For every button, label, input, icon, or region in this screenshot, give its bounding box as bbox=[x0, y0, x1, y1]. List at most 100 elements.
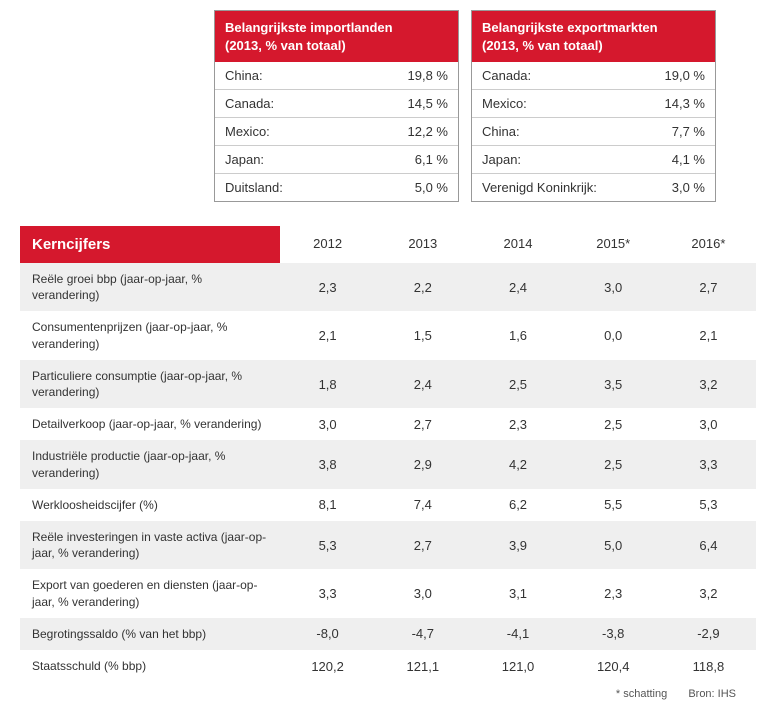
table-row: Consumentenprijzen (jaar-op-jaar, % vera… bbox=[20, 311, 756, 359]
export-country: Japan: bbox=[482, 152, 521, 167]
year-header: 2014 bbox=[470, 226, 565, 263]
table-row: Reële investeringen in vaste activa (jaa… bbox=[20, 521, 756, 569]
value-cell: -4,7 bbox=[375, 618, 470, 649]
table-row: Begrotingssaldo (% van het bbp)-8,0-4,7-… bbox=[20, 618, 756, 650]
export-value: 4,1 % bbox=[672, 152, 705, 167]
main-table-header-row: Kerncijfers 2012201320142015*2016* bbox=[20, 226, 756, 263]
footnote: * schatting Bron: IHS bbox=[20, 688, 756, 700]
year-header: 2015* bbox=[566, 226, 661, 263]
table-row: Staatsschuld (% bbp)120,2121,1121,0120,4… bbox=[20, 650, 756, 682]
export-country: Canada: bbox=[482, 68, 531, 83]
export-country: China: bbox=[482, 124, 520, 139]
value-cell: 3,3 bbox=[661, 449, 756, 480]
year-header: 2016* bbox=[661, 226, 756, 263]
value-cell: 2,3 bbox=[566, 578, 661, 609]
row-label: Staatsschuld (% bbp) bbox=[20, 650, 280, 682]
year-header: 2012 bbox=[280, 226, 375, 263]
value-cell: -2,9 bbox=[661, 618, 756, 649]
value-cell: 3,0 bbox=[375, 578, 470, 609]
value-cell: -3,8 bbox=[566, 618, 661, 649]
import-table: Belangrijkste importlanden (2013, % van … bbox=[214, 10, 459, 202]
import-row: China: 19,8 % bbox=[215, 62, 458, 89]
import-row: Canada: 14,5 % bbox=[215, 89, 458, 117]
import-country: China: bbox=[225, 68, 263, 83]
export-row: Canada: 19,0 % bbox=[472, 62, 715, 89]
row-label: Particuliere consumptie (jaar-op-jaar, %… bbox=[20, 360, 280, 408]
export-table-header: Belangrijkste exportmarkten (2013, % van… bbox=[472, 11, 715, 62]
value-cell: 1,8 bbox=[280, 369, 375, 400]
value-cell: 7,4 bbox=[375, 489, 470, 520]
import-header-line2: (2013, % van totaal) bbox=[225, 37, 448, 55]
row-label: Consumentenprijzen (jaar-op-jaar, % vera… bbox=[20, 311, 280, 359]
top-tables-container: Belangrijkste importlanden (2013, % van … bbox=[20, 10, 756, 202]
import-row: Duitsland:5,0 % bbox=[215, 173, 458, 201]
value-cell: 3,5 bbox=[566, 369, 661, 400]
row-label: Werkloosheidscijfer (%) bbox=[20, 489, 280, 521]
import-value: 12,2 % bbox=[408, 124, 448, 139]
import-value: 6,1 % bbox=[415, 152, 448, 167]
row-values: 1,82,42,53,53,2 bbox=[280, 369, 756, 400]
row-values: 120,2121,1121,0120,4118,8 bbox=[280, 651, 756, 682]
value-cell: 0,0 bbox=[566, 320, 661, 351]
value-cell: 121,0 bbox=[470, 651, 565, 682]
export-row: Japan: 4,1 % bbox=[472, 145, 715, 173]
import-country: Japan: bbox=[225, 152, 264, 167]
value-cell: 5,3 bbox=[661, 489, 756, 520]
value-cell: 2,7 bbox=[375, 409, 470, 440]
export-value: 14,3 % bbox=[665, 96, 705, 111]
table-row: Werkloosheidscijfer (%)8,17,46,25,55,3 bbox=[20, 489, 756, 521]
row-label: Reële groei bbp (jaar-op-jaar, % verande… bbox=[20, 263, 280, 311]
export-header-line2: (2013, % van totaal) bbox=[482, 37, 705, 55]
export-value: 3,0 % bbox=[672, 180, 705, 195]
value-cell: 2,1 bbox=[280, 320, 375, 351]
export-value: 7,7 % bbox=[672, 124, 705, 139]
import-country: Canada: bbox=[225, 96, 274, 111]
table-row: Reële groei bbp (jaar-op-jaar, % verande… bbox=[20, 263, 756, 311]
import-country: Duitsland: bbox=[225, 180, 283, 195]
value-cell: 3,0 bbox=[661, 409, 756, 440]
export-row: Mexico:14,3 % bbox=[472, 89, 715, 117]
value-cell: 5,5 bbox=[566, 489, 661, 520]
row-label: Export van goederen en diensten (jaar-op… bbox=[20, 569, 280, 617]
value-cell: 5,0 bbox=[566, 530, 661, 561]
value-cell: 120,2 bbox=[280, 651, 375, 682]
value-cell: -4,1 bbox=[470, 618, 565, 649]
table-row: Particuliere consumptie (jaar-op-jaar, %… bbox=[20, 360, 756, 408]
value-cell: 2,5 bbox=[566, 409, 661, 440]
year-header: 2013 bbox=[375, 226, 470, 263]
row-values: 3,33,03,12,33,2 bbox=[280, 578, 756, 609]
value-cell: 118,8 bbox=[661, 651, 756, 682]
value-cell: 3,9 bbox=[470, 530, 565, 561]
row-values: 5,32,73,95,06,4 bbox=[280, 530, 756, 561]
row-label: Reële investeringen in vaste activa (jaa… bbox=[20, 521, 280, 569]
value-cell: 3,0 bbox=[566, 272, 661, 303]
row-values: 3,02,72,32,53,0 bbox=[280, 409, 756, 440]
footnote-estimate: * schatting bbox=[616, 688, 667, 700]
row-label: Industriële productie (jaar-op-jaar, % v… bbox=[20, 440, 280, 488]
main-table-title: Kerncijfers bbox=[20, 226, 280, 263]
value-cell: 2,5 bbox=[470, 369, 565, 400]
value-cell: 2,2 bbox=[375, 272, 470, 303]
footnote-source: Bron: IHS bbox=[688, 688, 736, 700]
import-value: 14,5 % bbox=[408, 96, 448, 111]
value-cell: 2,3 bbox=[280, 272, 375, 303]
value-cell: 4,2 bbox=[470, 449, 565, 480]
import-value: 19,8 % bbox=[408, 68, 448, 83]
export-value: 19,0 % bbox=[665, 68, 705, 83]
row-label: Detailverkoop (jaar-op-jaar, % veranderi… bbox=[20, 408, 280, 440]
value-cell: 2,4 bbox=[375, 369, 470, 400]
table-row: Detailverkoop (jaar-op-jaar, % veranderi… bbox=[20, 408, 756, 440]
value-cell: 120,4 bbox=[566, 651, 661, 682]
import-header-line1: Belangrijkste importlanden bbox=[225, 19, 448, 37]
year-headers: 2012201320142015*2016* bbox=[280, 226, 756, 263]
export-table: Belangrijkste exportmarkten (2013, % van… bbox=[471, 10, 716, 202]
value-cell: 121,1 bbox=[375, 651, 470, 682]
value-cell: -8,0 bbox=[280, 618, 375, 649]
row-label: Begrotingssaldo (% van het bbp) bbox=[20, 618, 280, 650]
value-cell: 3,2 bbox=[661, 578, 756, 609]
value-cell: 2,9 bbox=[375, 449, 470, 480]
main-table: Kerncijfers 2012201320142015*2016* Reële… bbox=[20, 226, 756, 682]
value-cell: 2,5 bbox=[566, 449, 661, 480]
value-cell: 3,8 bbox=[280, 449, 375, 480]
value-cell: 5,3 bbox=[280, 530, 375, 561]
